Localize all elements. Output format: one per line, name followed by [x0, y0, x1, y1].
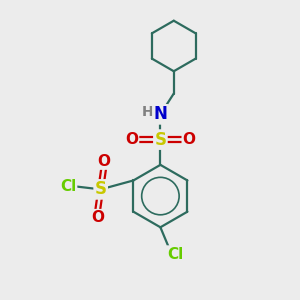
Text: O: O	[125, 132, 138, 147]
Text: O: O	[91, 210, 104, 225]
Text: O: O	[97, 154, 110, 169]
Text: S: S	[154, 130, 166, 148]
Text: Cl: Cl	[60, 179, 76, 194]
Text: H: H	[142, 105, 154, 119]
Text: O: O	[183, 132, 196, 147]
Text: S: S	[95, 180, 107, 198]
Text: N: N	[154, 105, 167, 123]
Text: Cl: Cl	[167, 247, 183, 262]
